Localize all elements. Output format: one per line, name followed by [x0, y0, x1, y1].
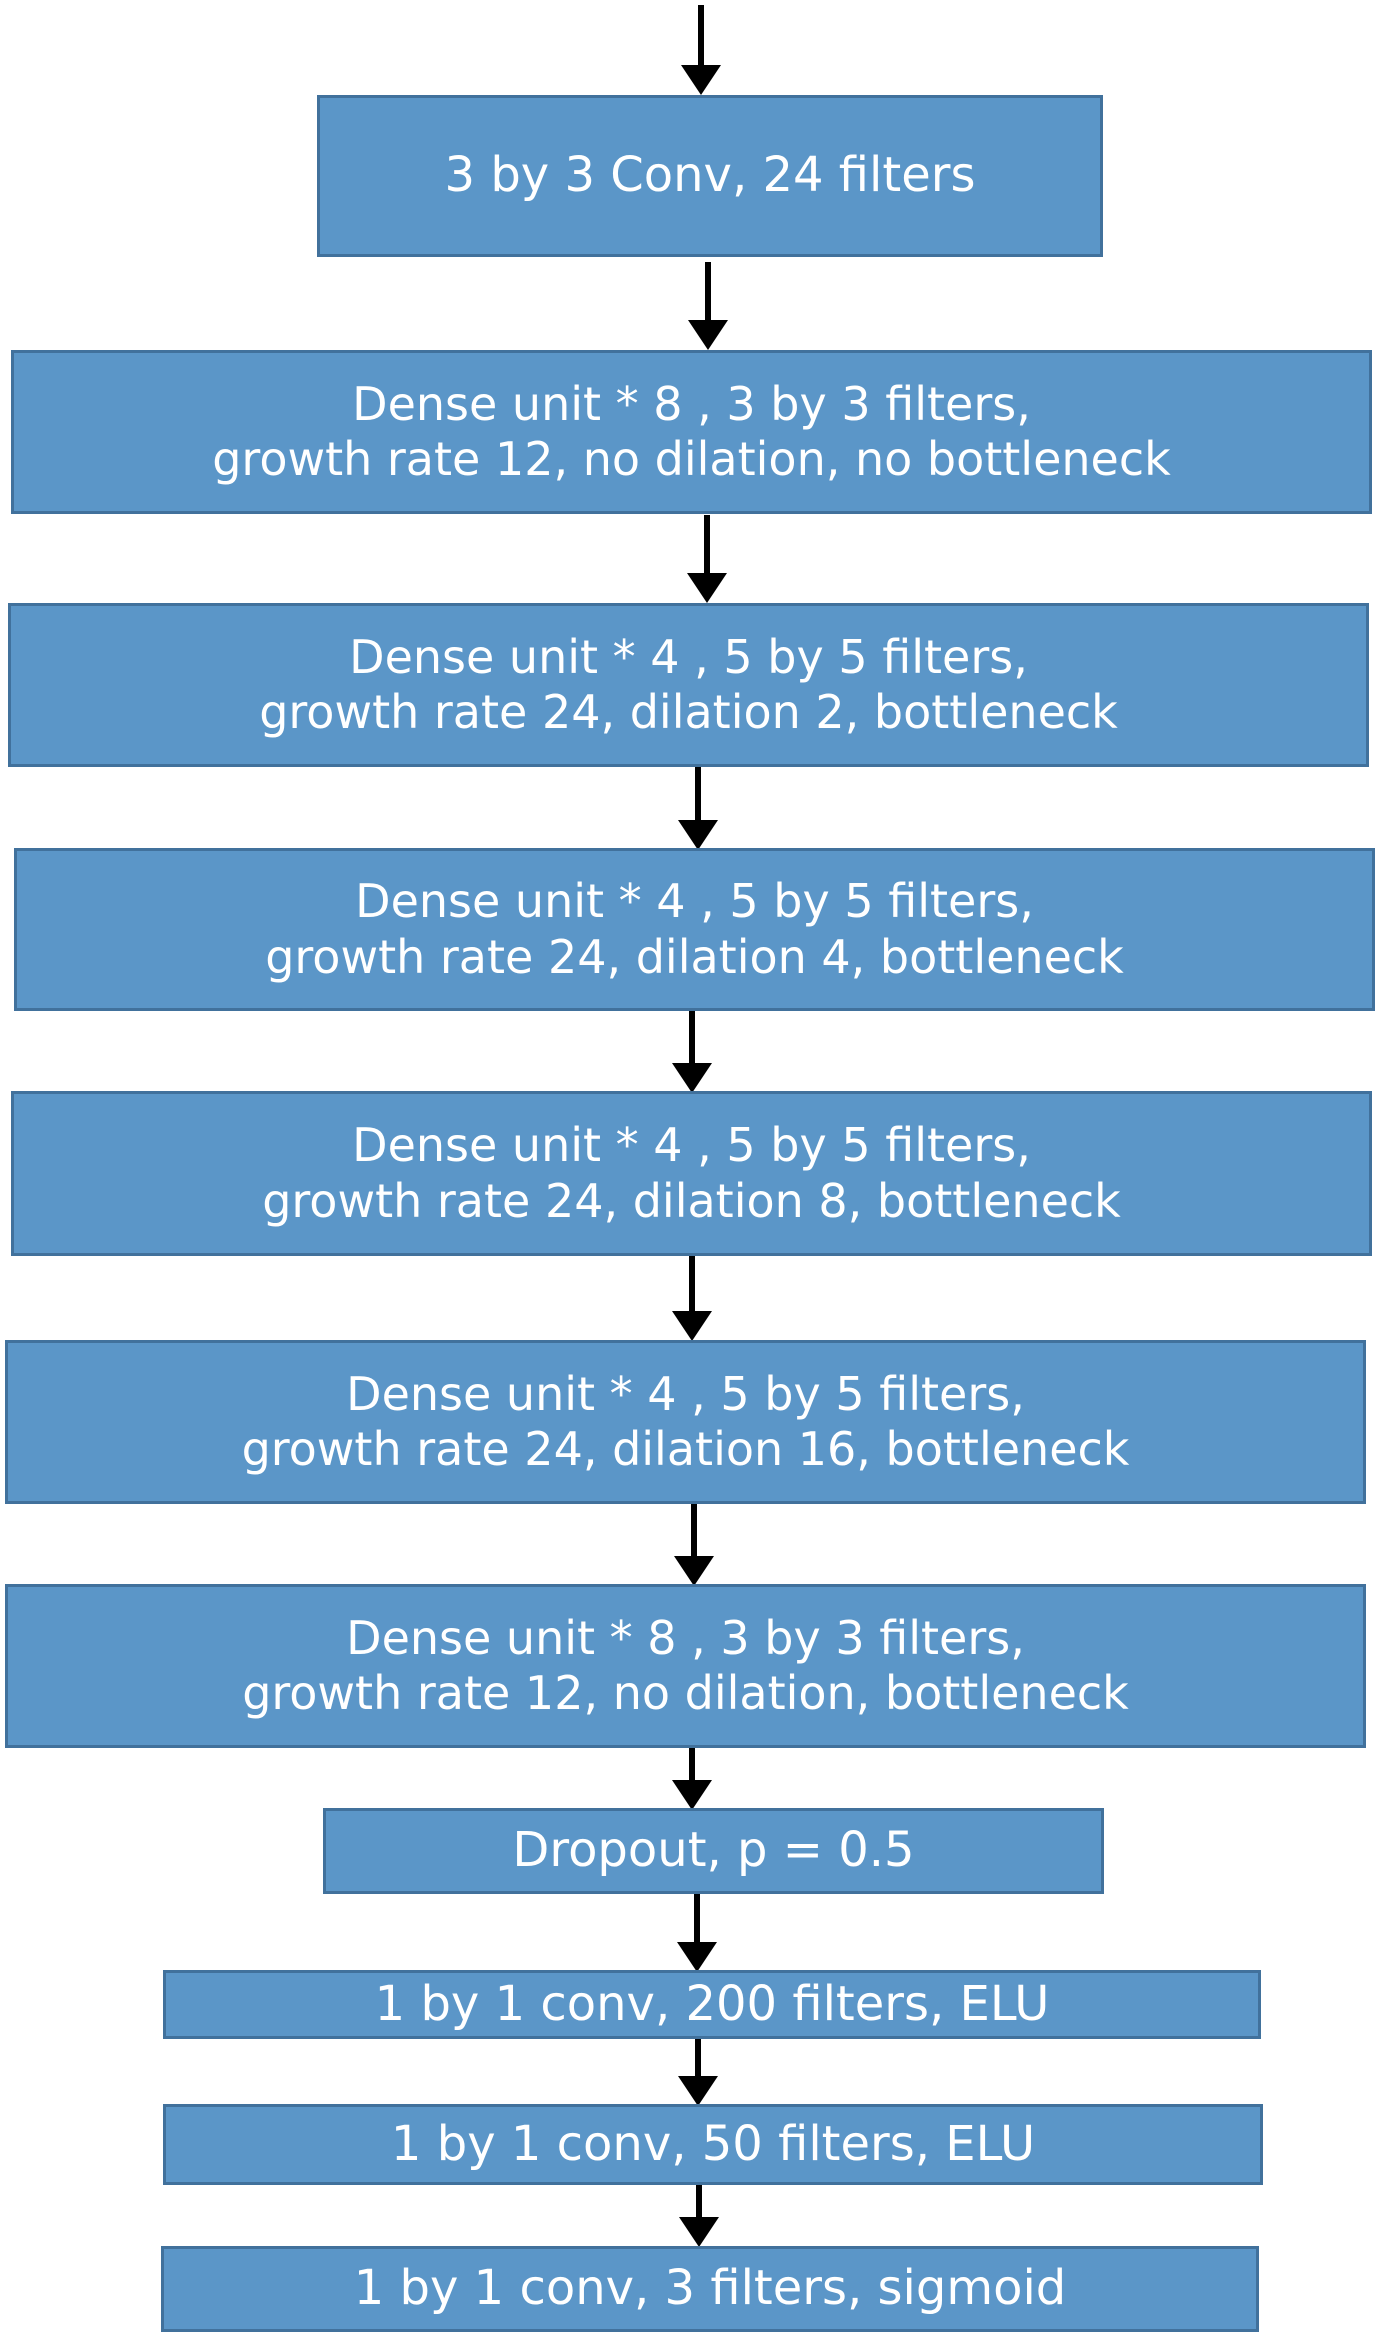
- dense-block-1-line-1: Dense unit * 8 , 3 by 3 filters,: [352, 376, 1031, 431]
- dense-block-1-line-2: growth rate 12, no dilation, no bottlene…: [212, 432, 1171, 486]
- dense-block-4-node: Dense unit * 4 , 5 by 5 filters, growth …: [11, 1091, 1372, 1256]
- conv-200-node: 1 by 1 conv, 200 filters, ELU: [163, 1970, 1261, 2039]
- conv-50-node: 1 by 1 conv, 50 filters, ELU: [163, 2104, 1263, 2185]
- dense-block-5-node: Dense unit * 4 , 5 by 5 filters, growth …: [5, 1340, 1366, 1504]
- arrow-1: [688, 262, 728, 350]
- dense-block-5-line-2: growth rate 24, dilation 16, bottleneck: [241, 1422, 1130, 1476]
- dense-block-5-line-1: Dense unit * 4 , 5 by 5 filters,: [346, 1366, 1025, 1421]
- arrow-2: [687, 515, 727, 603]
- arrow-9: [678, 2039, 718, 2106]
- arrow-6: [674, 1503, 714, 1586]
- dense-block-3-node: Dense unit * 4 , 5 by 5 filters, growth …: [14, 848, 1375, 1011]
- dense-block-3-line-1: Dense unit * 4 , 5 by 5 filters,: [355, 874, 1034, 929]
- dense-block-6-line-2: growth rate 12, no dilation, bottleneck: [242, 1666, 1129, 1720]
- dense-block-2-node: Dense unit * 4 , 5 by 5 filters, growth …: [8, 603, 1369, 767]
- dense-block-2-line-2: growth rate 24, dilation 2, bottleneck: [259, 685, 1118, 739]
- conv-input-node: 3 by 3 Conv, 24 filters: [317, 95, 1103, 257]
- dense-block-6-node: Dense unit * 8 , 3 by 3 filters, growth …: [5, 1584, 1366, 1748]
- arrow-4: [672, 1010, 712, 1093]
- conv-50-label: 1 by 1 conv, 50 filters, ELU: [390, 2115, 1036, 2172]
- conv-3-label: 1 by 1 conv, 3 filters, sigmoid: [353, 2260, 1067, 2317]
- arrow-8: [677, 1894, 717, 1972]
- dense-block-4-line-2: growth rate 24, dilation 8, bottleneck: [262, 1173, 1121, 1228]
- dense-block-6-line-1: Dense unit * 8 , 3 by 3 filters,: [346, 1610, 1025, 1665]
- dense-block-3-line-2: growth rate 24, dilation 4, bottleneck: [265, 929, 1124, 984]
- conv-200-label: 1 by 1 conv, 200 filters, ELU: [374, 1975, 1050, 2032]
- arrow-3: [678, 767, 718, 850]
- arrow-input: [681, 5, 721, 95]
- arrow-10: [679, 2185, 719, 2247]
- dense-block-1-node: Dense unit * 8 , 3 by 3 filters, growth …: [11, 350, 1372, 514]
- arrow-5: [672, 1255, 712, 1341]
- dropout-node: Dropout, p = 0.5: [323, 1808, 1104, 1894]
- dense-block-2-line-1: Dense unit * 4 , 5 by 5 filters,: [349, 629, 1028, 684]
- arrow-7: [672, 1746, 712, 1810]
- conv-input-label: 3 by 3 Conv, 24 filters: [444, 147, 976, 204]
- dropout-label: Dropout, p = 0.5: [512, 1822, 915, 1879]
- dense-block-4-line-1: Dense unit * 4 , 5 by 5 filters,: [352, 1118, 1031, 1173]
- conv-3-node: 1 by 1 conv, 3 filters, sigmoid: [161, 2246, 1259, 2332]
